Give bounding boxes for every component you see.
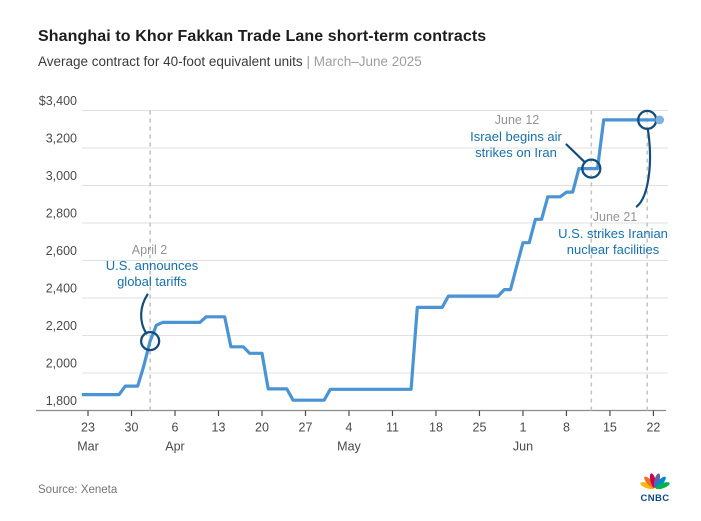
y-tick-label: 2,600 [46, 244, 77, 258]
x-tick-label: 27 [299, 421, 313, 435]
x-tick-label: 8 [563, 421, 570, 435]
x-month-label: Mar [77, 440, 99, 454]
annotation-connector [565, 143, 586, 164]
x-tick-label: 13 [212, 421, 226, 435]
last-point-dot [655, 115, 665, 125]
x-tick-label: 15 [603, 421, 617, 435]
annotation-ring [581, 158, 602, 179]
peacock-icon [640, 473, 670, 490]
x-tick-label: 6 [172, 421, 179, 435]
chart-title: Shanghai to Khor Fakkan Trade Lane short… [38, 28, 487, 45]
annotation-connector [140, 293, 149, 335]
y-tick-label: $3,400 [39, 94, 77, 108]
peacock-feather [640, 482, 655, 490]
x-month-label: Apr [165, 440, 184, 454]
peacock-feather [655, 482, 670, 490]
source-label: Source: Xeneta [38, 484, 118, 496]
y-tick-label: 2,000 [46, 357, 77, 371]
y-tick-label: 2,200 [46, 319, 77, 333]
x-tick-label: 4 [346, 421, 353, 435]
y-tick-label: 1,800 [46, 394, 77, 408]
y-tick-label: 2,800 [46, 207, 77, 221]
chart-subtitle: Average contract for 40-foot equivalent … [38, 54, 422, 69]
x-month-label: May [337, 440, 361, 454]
x-tick-label: 25 [473, 421, 487, 435]
y-tick-label: 2,400 [46, 282, 77, 296]
x-month-label: Jun [513, 440, 533, 454]
subtitle-main: Average contract for 40-foot equivalent … [38, 54, 303, 69]
x-tick-label: 30 [125, 421, 139, 435]
peacock-feather [653, 473, 661, 488]
annotation-ring [139, 330, 161, 352]
x-tick-label: 22 [646, 421, 660, 435]
x-tick-label: 1 [519, 421, 526, 435]
annotation-connector [635, 128, 652, 208]
y-tick-label: 3,000 [46, 169, 77, 183]
y-tick-label: 3,200 [46, 132, 77, 146]
x-tick-label: 23 [81, 421, 95, 435]
cnbc-logo: CNBC [637, 469, 673, 504]
logo-wordmark: CNBC [640, 493, 670, 504]
rate-line [81, 118, 660, 402]
subtitle-period: | March–June 2025 [306, 54, 422, 69]
x-tick-label: 18 [429, 421, 443, 435]
x-tick-label: 20 [255, 421, 269, 435]
x-tick-label: 11 [386, 421, 399, 435]
